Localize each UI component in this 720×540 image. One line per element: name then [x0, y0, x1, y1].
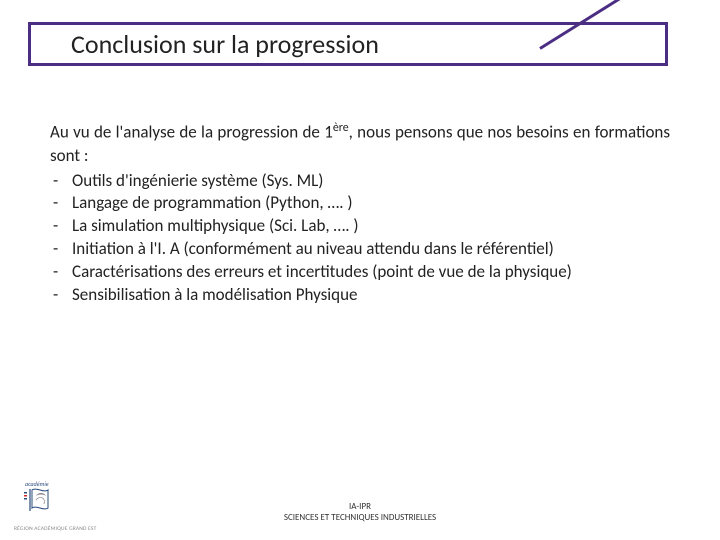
bullet-dash: -: [50, 170, 72, 193]
list-item-text: Outils d'ingénierie système (Sys. ML): [72, 170, 670, 193]
bullet-dash: -: [50, 192, 72, 215]
bullet-dash: -: [50, 261, 72, 284]
slide-title: Conclusion sur la progression: [71, 28, 379, 60]
list-item: - Caractérisations des erreurs et incert…: [50, 261, 670, 284]
list-item-text: La simulation multiphysique (Sci. Lab, ……: [72, 215, 670, 238]
bullet-dash: -: [50, 284, 72, 307]
intro-prefix: Au vu de l'analyse de la progression de …: [50, 122, 333, 143]
footer-line2: SCIENCES ET TECHNIQUES INDUSTRIELLES: [0, 512, 720, 524]
list-item: - Langage de programmation (Python, …. ): [50, 192, 670, 215]
list-item-text: Sensibilisation à la modélisation Physiq…: [72, 284, 670, 307]
list-item-text: Initiation à l'I. A (conformément au niv…: [72, 238, 670, 261]
list-item: - Outils d'ingénierie système (Sys. ML): [50, 170, 670, 193]
region-label: RÉGION ACADÉMIQUE GRAND EST: [14, 526, 97, 532]
list-item-text: Langage de programmation (Python, …. ): [72, 192, 670, 215]
content-area: Au vu de l'analyse de la progression de …: [50, 120, 670, 307]
footer-line1: IA-IPR: [0, 501, 720, 513]
intro-paragraph: Au vu de l'analyse de la progression de …: [50, 120, 670, 168]
bullet-dash: -: [50, 215, 72, 238]
list-item: - Sensibilisation à la modélisation Phys…: [50, 284, 670, 307]
list-item-text: Caractérisations des erreurs et incertit…: [72, 261, 670, 284]
list-item: - Initiation à l'I. A (conformément au n…: [50, 238, 670, 261]
intro-super: ère: [333, 121, 349, 135]
svg-text:académie: académie: [25, 480, 49, 488]
footer: IA-IPR SCIENCES ET TECHNIQUES INDUSTRIEL…: [0, 501, 720, 524]
list-item: - La simulation multiphysique (Sci. Lab,…: [50, 215, 670, 238]
bullet-dash: -: [50, 238, 72, 261]
